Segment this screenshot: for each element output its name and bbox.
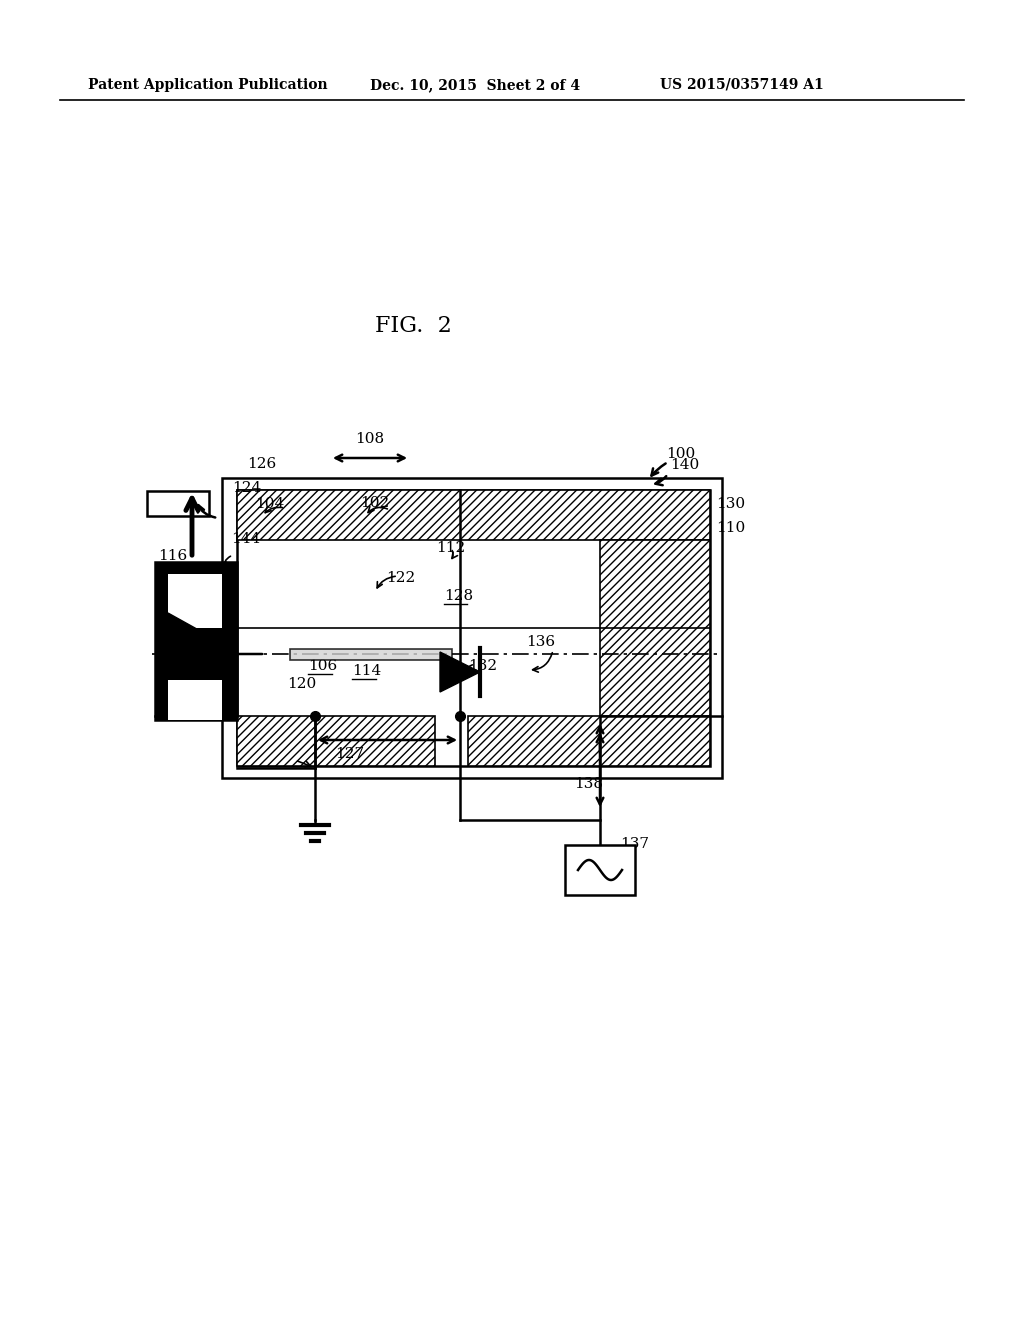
Text: Patent Application Publication: Patent Application Publication [88,78,328,92]
Text: Dec. 10, 2015  Sheet 2 of 4: Dec. 10, 2015 Sheet 2 of 4 [370,78,581,92]
Text: 127: 127 [335,747,365,762]
Bar [168,680,222,719]
Text: 136: 136 [526,635,555,649]
Text: 122: 122 [386,572,416,585]
Text: 128: 128 [444,589,473,603]
Polygon shape [440,652,480,692]
Bar [600,540,710,715]
Text: 112: 112 [436,541,465,554]
Text: FIG.  2: FIG. 2 [375,315,452,337]
Bar [222,478,722,777]
Text: 124: 124 [232,480,261,495]
Text: 116: 116 [158,549,187,564]
Text: 126: 126 [247,457,276,471]
Bar [147,491,209,516]
Bar [155,562,237,719]
Text: 108: 108 [355,432,384,446]
Text: 144: 144 [231,532,260,546]
Text: 102: 102 [360,496,389,510]
Bar [290,648,452,660]
Text: 110: 110 [716,521,745,535]
Text: 120: 120 [287,677,316,690]
Bar [565,845,635,895]
Text: 140: 140 [670,458,699,473]
Text: US 2015/0357149 A1: US 2015/0357149 A1 [660,78,823,92]
Text: 118: 118 [208,631,238,645]
Text: 137: 137 [620,837,649,851]
Text: 100: 100 [666,447,695,461]
Bar [468,715,710,766]
Text: 132: 132 [468,659,497,673]
Text: 104: 104 [255,498,285,511]
Bar [168,574,222,628]
Text: 114: 114 [352,664,381,678]
Polygon shape [168,612,222,673]
Text: 106: 106 [308,659,337,673]
Text: 138: 138 [574,777,603,791]
Text: 130: 130 [716,498,745,511]
Bar [237,715,435,766]
Bar [237,490,710,540]
Bar [237,490,710,766]
